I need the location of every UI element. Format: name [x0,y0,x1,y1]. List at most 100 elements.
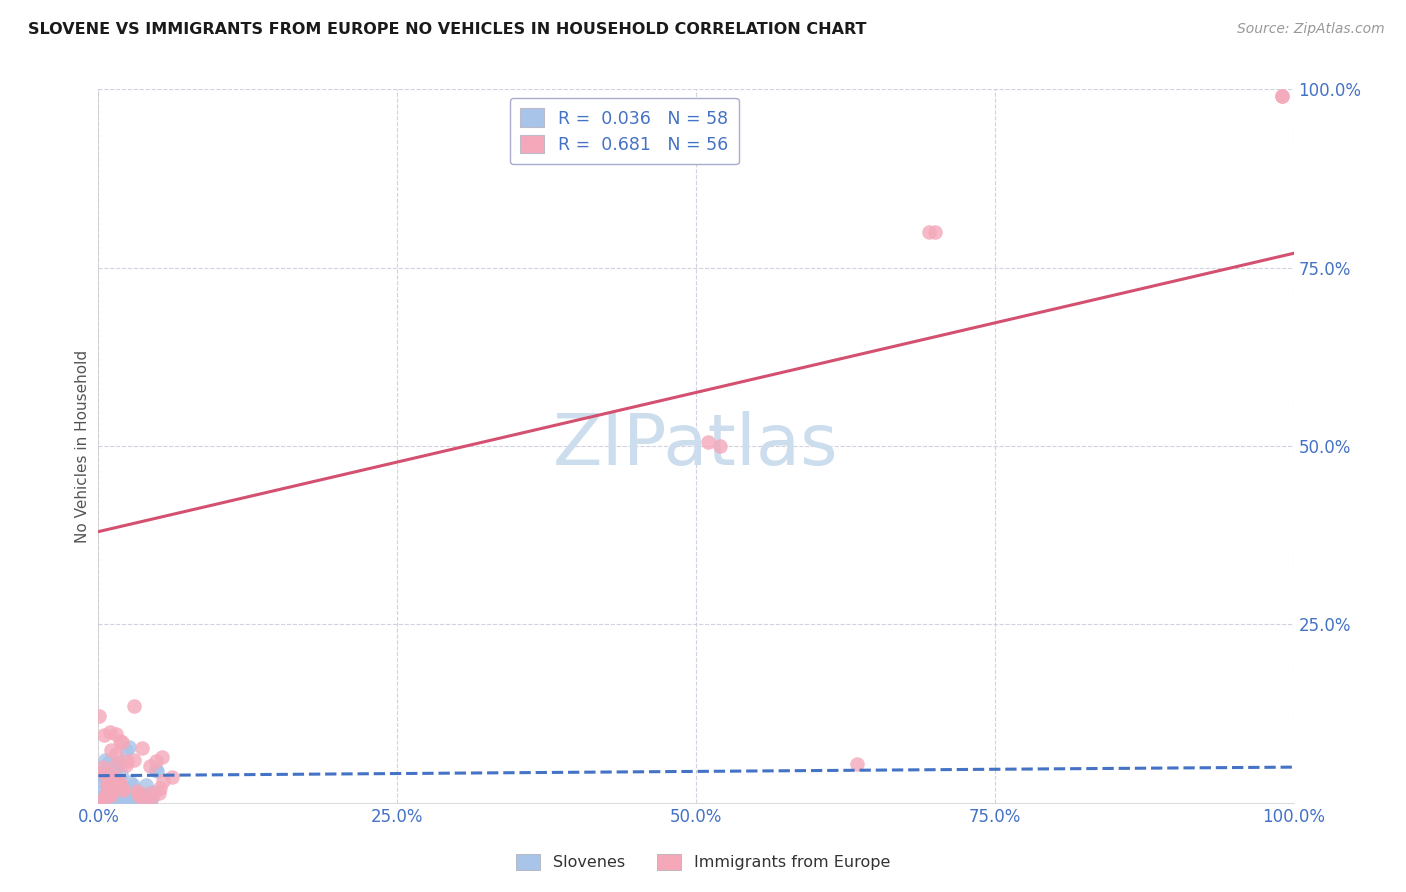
Point [148,786,170,800]
Point [124,789,146,803]
Point [135,778,157,792]
Point [110,766,132,780]
Point [96,789,118,803]
Y-axis label: No Vehicles in Household: No Vehicles in Household [75,350,90,542]
Point [131,789,153,803]
Point [111,735,134,749]
Point [87,794,110,808]
Point [103,789,125,803]
Legend: Slovenes, Immigrants from Europe: Slovenes, Immigrants from Europe [509,847,897,877]
Point [122,699,145,714]
Point [108,734,131,748]
Point [96,787,118,801]
Point [111,780,134,795]
Point [108,779,131,793]
Point [127,787,149,801]
Point [94,788,117,802]
Point [118,739,141,754]
Point [128,789,150,803]
Point [90,795,112,809]
Point [101,792,124,806]
Point [139,758,162,772]
Point [114,794,136,808]
Point [122,752,145,766]
Point [98,725,121,739]
Point [90,765,112,780]
Point [138,786,160,800]
Point [90,785,112,799]
Point [93,788,115,802]
Point [97,778,120,792]
Point [98,785,121,799]
Point [97,773,120,788]
Point [145,763,167,777]
Point [105,776,128,790]
Point [121,779,143,793]
Point [87,708,110,723]
Point [94,753,117,767]
Point [129,789,152,804]
Point [150,750,173,764]
Legend: R =  0.036   N = 58, R =  0.681   N = 56: R = 0.036 N = 58, R = 0.681 N = 56 [509,98,740,164]
Point [107,785,129,799]
Point [100,743,122,757]
Point [101,782,124,797]
Point [115,754,138,768]
Point [134,793,156,807]
Point [132,792,155,806]
Point [110,796,132,810]
Point [111,783,134,797]
Point [105,758,128,772]
Point [98,788,121,802]
Point [96,778,118,792]
Point [96,789,118,804]
Point [91,775,114,789]
Point [112,782,135,797]
Text: SLOVENE VS IMMIGRANTS FROM EUROPE NO VEHICLES IN HOUSEHOLD CORRELATION CHART: SLOVENE VS IMMIGRANTS FROM EUROPE NO VEH… [28,22,866,37]
Point [101,794,124,808]
Point [93,728,115,742]
Point [1271,89,1294,103]
Point [127,789,149,804]
Point [115,743,138,757]
Point [129,788,152,802]
Point [105,784,128,798]
Point [107,755,129,769]
Point [108,775,131,789]
Point [107,775,129,789]
Point [709,439,731,453]
Point [115,758,138,772]
Point [94,772,117,786]
Point [93,766,115,780]
Point [105,795,128,809]
Point [105,747,128,761]
Point [98,794,121,808]
Point [139,792,162,806]
Point [152,774,174,789]
Point [160,770,183,784]
Point [149,781,172,796]
Point [924,225,946,239]
Point [1271,89,1294,103]
Point [100,783,122,797]
Point [104,762,127,776]
Point [141,789,163,804]
Point [104,774,127,789]
Point [89,791,111,805]
Point [100,788,122,802]
Point [139,795,162,809]
Point [93,790,115,805]
Point [131,794,153,808]
Point [93,790,115,805]
Point [131,740,153,755]
Point [846,756,869,771]
Point [101,770,124,784]
Point [118,775,141,789]
Point [104,727,127,741]
Point [112,791,135,805]
Point [146,764,169,779]
Point [118,787,141,801]
Point [101,788,124,802]
Point [94,787,117,801]
Point [142,785,165,799]
